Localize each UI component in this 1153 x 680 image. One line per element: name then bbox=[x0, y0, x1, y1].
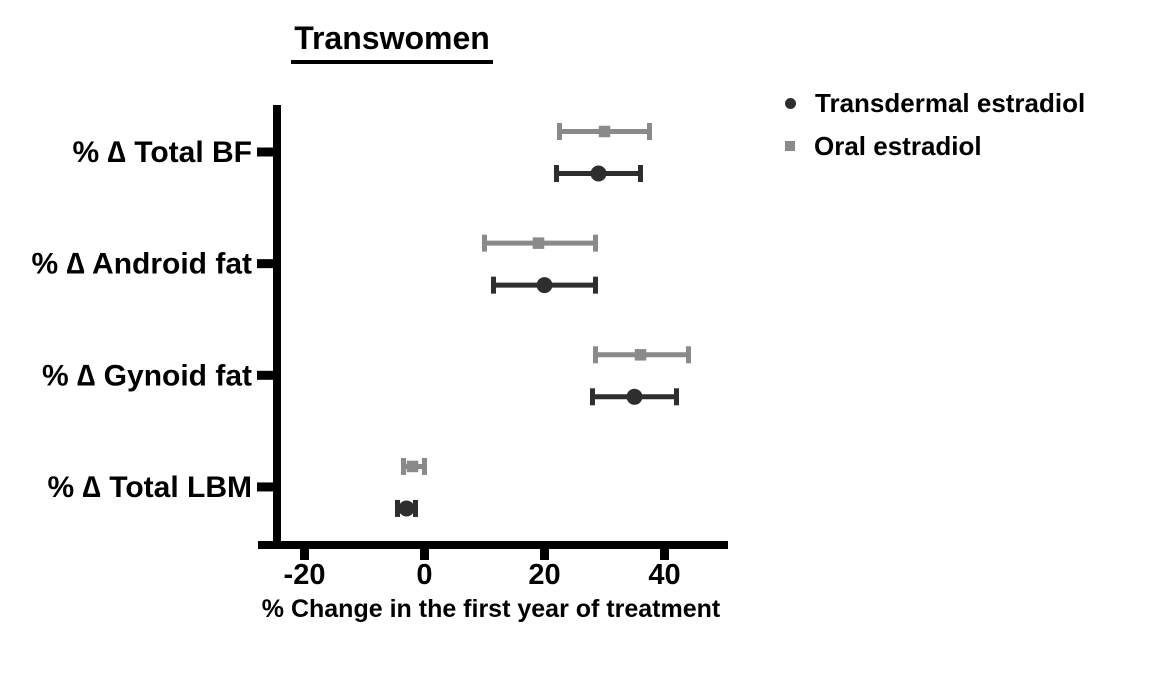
x-axis-tick bbox=[660, 541, 669, 560]
mean-marker-square bbox=[406, 460, 419, 473]
y-axis-tick bbox=[257, 147, 277, 157]
mean-marker-circle bbox=[536, 277, 553, 294]
category-label: % ∆ Android fat bbox=[31, 248, 252, 281]
mean-marker-square bbox=[634, 349, 647, 361]
circle-marker-icon bbox=[785, 97, 796, 109]
mean-marker-square bbox=[532, 237, 545, 249]
x-tick-label: 20 bbox=[528, 559, 560, 591]
x-axis-line bbox=[258, 541, 728, 549]
x-axis-tick bbox=[420, 541, 429, 560]
mean-marker-circle bbox=[398, 500, 415, 517]
mean-marker-circle bbox=[626, 388, 643, 405]
chart-title: Transwomen bbox=[242, 20, 542, 64]
y-axis-tick bbox=[257, 370, 277, 380]
x-tick-label: -20 bbox=[284, 559, 326, 591]
mean-marker-circle bbox=[590, 165, 607, 182]
x-tick-label: 40 bbox=[648, 559, 680, 591]
y-axis-tick bbox=[257, 259, 277, 269]
y-axis-tick bbox=[257, 482, 277, 492]
category-label: % ∆ Total LBM bbox=[48, 471, 252, 504]
x-axis-tick bbox=[540, 541, 549, 560]
category-label: % ∆ Total BF bbox=[73, 136, 252, 169]
legend-item-oral-estradiol: Oral estradiol bbox=[785, 131, 1085, 161]
legend-label-transdermal: Transdermal estradiol bbox=[815, 87, 1086, 118]
x-axis-tick bbox=[300, 541, 309, 560]
mean-marker-square bbox=[598, 125, 611, 138]
x-axis-title: % Change in the first year of treatment bbox=[261, 595, 721, 623]
category-label: % ∆ Gynoid fat bbox=[42, 359, 252, 392]
chart-title-text: Transwomen bbox=[291, 20, 493, 64]
legend: Transdermal estradiol Oral estradiol bbox=[785, 88, 1085, 161]
square-marker-icon bbox=[785, 141, 795, 151]
legend-label-oral: Oral estradiol bbox=[814, 130, 982, 161]
y-axis-line bbox=[273, 105, 281, 549]
legend-item-transdermal-estradiol: Transdermal estradiol bbox=[785, 88, 1085, 118]
x-tick-label: 0 bbox=[416, 559, 432, 591]
